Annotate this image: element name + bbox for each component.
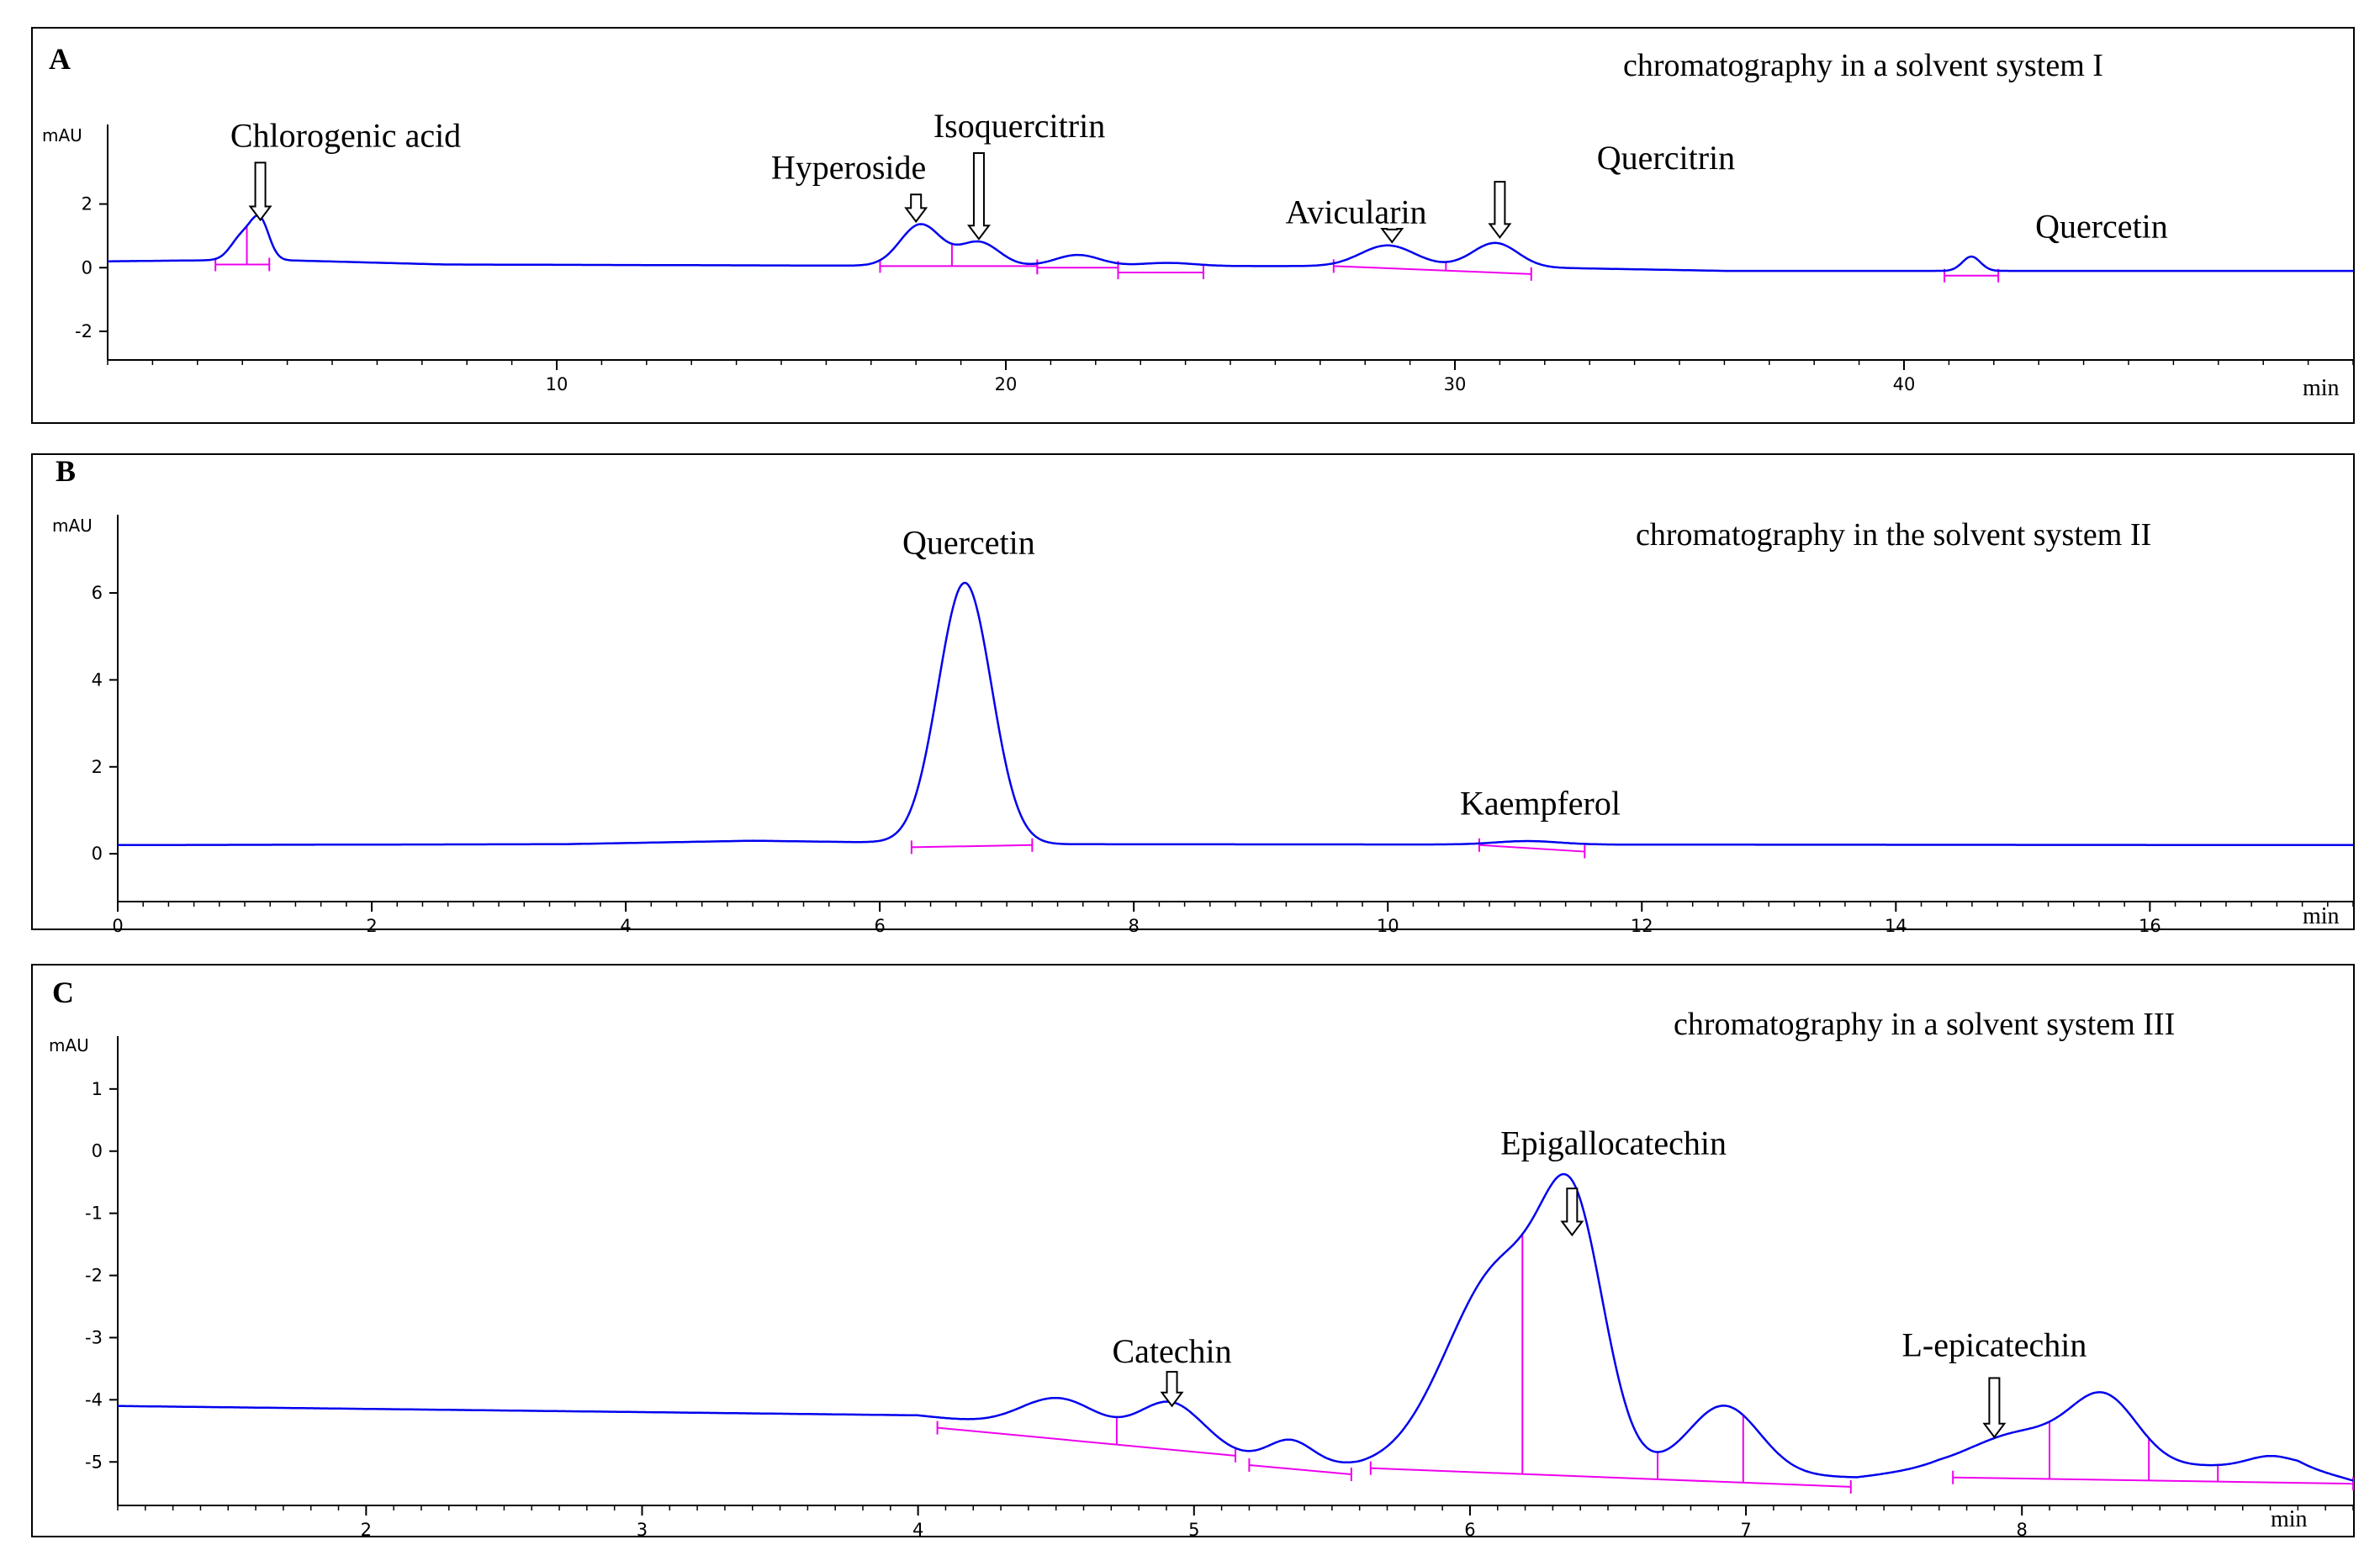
integration-baseline (911, 844, 1033, 849)
x-tick-label: 6 (874, 916, 885, 936)
y-tick-label: 6 (92, 583, 103, 603)
x-tick-label: 8 (2017, 1520, 2028, 1540)
x-tick-label: 12 (1631, 916, 1653, 936)
x-tick-label: 4 (912, 1520, 923, 1540)
integration-baseline (1953, 1476, 2354, 1485)
chromatogram-trace (108, 214, 2353, 272)
axes: 2 3 4 5 6 7 8 1 0 -1 -2 -3 -4 -5 (85, 1036, 2354, 1540)
peak-annotations: Quercetin Kaempferol (902, 524, 1621, 823)
panel-label: A (49, 42, 71, 76)
y-tick-label: -2 (85, 1266, 103, 1286)
peak-label: Quercitrin (1597, 139, 1735, 177)
x-axis-label: min (2303, 903, 2340, 929)
integration-marks (936, 1234, 2354, 1494)
x-axis-label: min (2303, 375, 2340, 401)
y-tick-label: -5 (85, 1452, 103, 1472)
peak-arrow (1560, 1188, 1584, 1237)
integration-baseline (1333, 265, 1531, 275)
integration-baseline (1249, 1463, 1351, 1476)
chart-title: chromatography in a solvent system III (1674, 1007, 2175, 1042)
panel-frame (31, 27, 2355, 424)
y-axis-label: mAU (52, 516, 93, 536)
x-tick-label: 0 (112, 916, 123, 936)
y-axis-label: mAU (42, 125, 82, 145)
peak-arrow (1380, 228, 1404, 244)
chromatogram-trace (118, 581, 2353, 847)
panel-label: C (52, 976, 74, 1009)
peak-arrow (1160, 1371, 1184, 1408)
y-axis-label: mAU (49, 1035, 89, 1055)
peak-label: Kaempferol (1460, 785, 1621, 823)
peak-label: Isoquercitrin (933, 107, 1105, 145)
peak-annotations: Catechin Epigallocatechin L-epicatechin (1112, 1124, 2086, 1439)
integration-marks (910, 838, 1586, 859)
peak-label: Chlorogenic acid (230, 116, 461, 154)
chart-title: chromatography in a solvent system I (1623, 48, 2103, 83)
x-tick-label: 40 (1893, 374, 1916, 394)
panel-frame (31, 964, 2355, 1537)
peak-arrow (248, 161, 272, 222)
y-tick-label: 0 (92, 844, 103, 864)
integration-baseline (1478, 844, 1585, 853)
peak-label: L-epicatechin (1901, 1326, 2086, 1364)
integration-baseline (1370, 1467, 1851, 1488)
axes: 0 2 4 6 8 10 12 14 16 6 4 2 0 (92, 515, 2354, 936)
peak-label: Hyperoside (771, 148, 926, 186)
x-tick-label: 10 (546, 374, 569, 394)
peak-label: Quercetin (2035, 207, 2168, 245)
y-tick-label: 2 (82, 194, 93, 214)
integration-baseline (937, 1426, 1236, 1457)
peak-arrow (1488, 181, 1512, 239)
y-tick-label: 2 (92, 757, 103, 777)
chromatogram-trace (117, 1172, 2354, 1482)
y-tick-label: -1 (85, 1204, 103, 1224)
peak-label: Catechin (1112, 1332, 1231, 1370)
peak-arrow (904, 193, 928, 224)
peak-label: Epigallocatechin (1500, 1124, 1727, 1161)
y-tick-label: 4 (92, 669, 103, 690)
panel-b: B chromatography in the solvent system I… (31, 453, 2355, 936)
y-tick-label: 1 (92, 1079, 103, 1099)
x-tick-label: 2 (361, 1520, 372, 1540)
x-tick-label: 30 (1444, 374, 1467, 394)
chart-title: chromatography in the solvent system II (1636, 517, 2151, 553)
y-tick-label: 0 (82, 257, 93, 278)
x-tick-label: 4 (620, 916, 631, 936)
x-tick-label: 6 (1464, 1520, 1475, 1540)
x-tick-label: 14 (1885, 916, 1907, 936)
x-axis-label: min (2271, 1506, 2308, 1532)
y-tick-label: -3 (85, 1327, 103, 1347)
y-tick-label: 0 (92, 1141, 103, 1161)
y-tick-label: -2 (75, 321, 93, 341)
peak-label: Quercetin (902, 524, 1035, 562)
x-tick-label: 16 (2139, 916, 2161, 936)
peak-arrow (966, 152, 991, 241)
x-tick-label: 8 (1128, 916, 1139, 936)
x-tick-label: 20 (995, 374, 1018, 394)
panel-frame (31, 453, 2355, 930)
peak-arrow (1982, 1377, 2007, 1439)
peak-label: Avicularin (1285, 193, 1426, 230)
panel-a: A chromatography in a solvent system I m… (31, 27, 2355, 424)
x-tick-label: 2 (366, 916, 377, 936)
panel-label: B (56, 454, 76, 488)
x-tick-label: 3 (637, 1520, 648, 1540)
y-tick-label: -4 (85, 1389, 103, 1410)
panel-c: C chromatography in a solvent system III… (31, 964, 2355, 1540)
x-tick-label: 7 (1740, 1520, 1751, 1540)
x-tick-label: 5 (1188, 1520, 1199, 1540)
x-tick-label: 10 (1377, 916, 1399, 936)
integration-marks (214, 225, 2000, 283)
